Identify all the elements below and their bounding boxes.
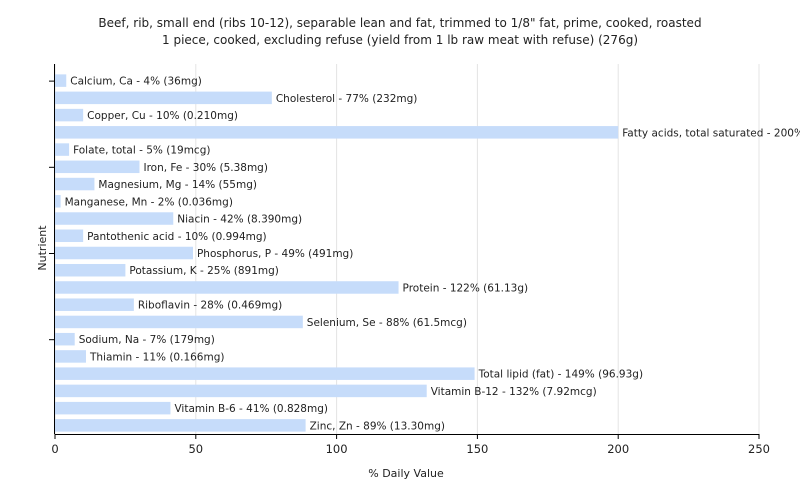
bar-label: Copper, Cu - 10% (0.210mg) xyxy=(87,110,238,122)
bar-label: Protein - 122% (61.13g) xyxy=(403,282,529,294)
bar-label: Zinc, Zn - 89% (13.30mg) xyxy=(310,420,445,432)
bar-label: Vitamin B-6 - 41% (0.828mg) xyxy=(174,403,328,415)
axes: 0 50 100 150 200 250 xyxy=(49,64,770,456)
bar xyxy=(55,246,193,260)
bar xyxy=(55,229,84,243)
x-tick-label: 250 xyxy=(748,442,770,456)
bar-label: Fatty acids, total saturated - 200% (40.… xyxy=(622,127,800,139)
bar xyxy=(55,263,126,277)
chart-title-line-2: 1 piece, cooked, excluding refuse (yield… xyxy=(162,33,638,47)
bars: Calcium, Ca - 4% (36mg) Cholesterol - 77%… xyxy=(55,74,800,432)
bar-label: Iron, Fe - 30% (5.38mg) xyxy=(143,162,267,174)
bar-label: Calcium, Ca - 4% (36mg) xyxy=(70,76,202,88)
bar xyxy=(55,332,75,346)
x-tick-label: 150 xyxy=(466,442,488,456)
bar xyxy=(55,74,67,87)
bar-label: Cholesterol - 77% (232mg) xyxy=(276,93,418,105)
bar-label: Riboflavin - 28% (0.469mg) xyxy=(138,300,282,312)
bar xyxy=(55,298,134,311)
bar xyxy=(55,384,427,398)
bar-label: Vitamin B-12 - 132% (7.92mcg) xyxy=(431,386,597,398)
bar xyxy=(55,367,475,380)
y-axis-title: Nutrient xyxy=(36,225,49,271)
bar-label: Thiamin - 11% (0.166mg) xyxy=(89,351,225,363)
bar xyxy=(55,350,86,363)
bar-label: Manganese, Mn - 2% (0.036mg) xyxy=(65,196,233,208)
bar-label: Sodium, Na - 7% (179mg) xyxy=(79,334,215,346)
bar xyxy=(55,91,272,105)
bar xyxy=(55,143,70,156)
x-axis-title: % Daily Value xyxy=(368,467,444,480)
chart-title-line-1: Beef, rib, small end (ribs 10-12), separ… xyxy=(98,16,701,30)
x-tick-label: 0 xyxy=(51,442,58,456)
bar-label: Magnesium, Mg - 14% (55mg) xyxy=(98,179,257,191)
bar xyxy=(55,195,61,208)
bar xyxy=(55,177,95,191)
x-tick-label: 200 xyxy=(607,442,629,456)
bar xyxy=(55,160,140,174)
bar-label: Total lipid (fat) - 149% (96.93g) xyxy=(478,369,643,381)
x-tick-label: 100 xyxy=(326,442,348,456)
bar xyxy=(55,419,306,432)
bar xyxy=(55,281,399,294)
bar xyxy=(55,401,171,415)
bar xyxy=(55,212,174,225)
bar-label: Potassium, K - 25% (891mg) xyxy=(129,265,279,277)
bar-label: Folate, total - 5% (19mcg) xyxy=(73,145,210,157)
bar xyxy=(55,108,84,122)
bar xyxy=(55,126,619,139)
bar-label: Pantothenic acid - 10% (0.994mg) xyxy=(87,231,266,243)
bar-label: Phosphorus, P - 49% (491mg) xyxy=(197,248,353,260)
bar xyxy=(55,315,303,329)
bar-label: Niacin - 42% (8.390mg) xyxy=(177,214,302,226)
bar-label: Selenium, Se - 88% (61.5mcg) xyxy=(307,317,467,329)
x-tick-label: 50 xyxy=(188,442,203,456)
